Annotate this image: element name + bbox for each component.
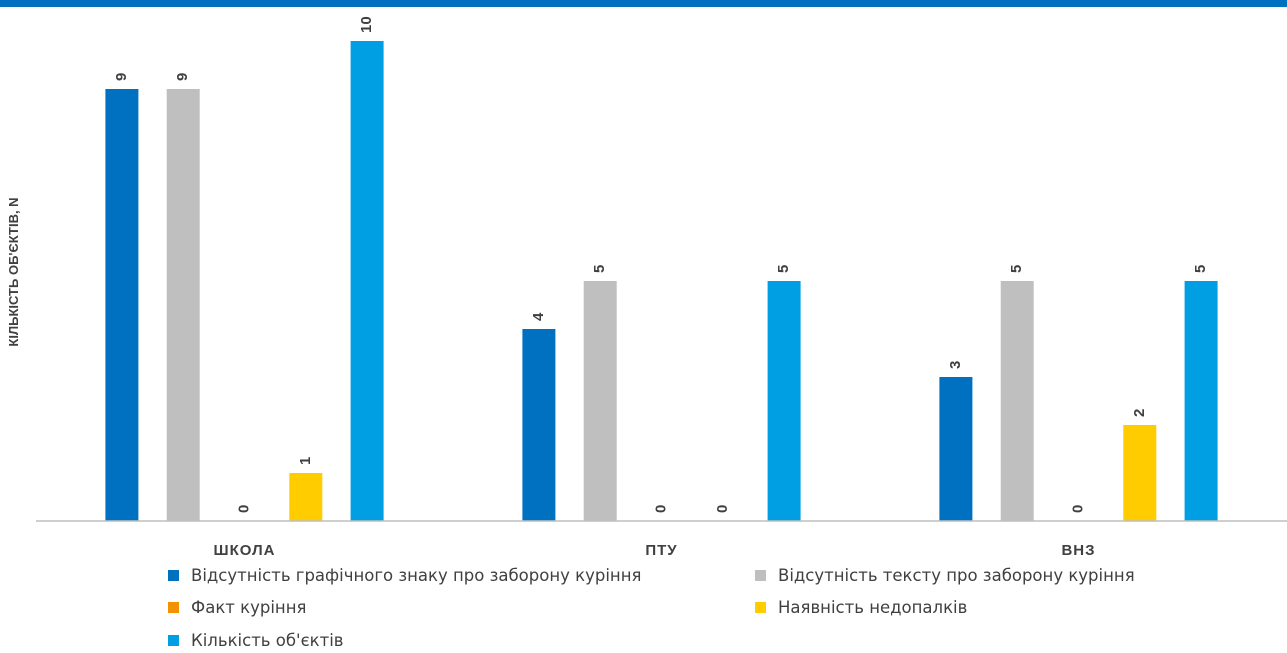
bar [522,329,556,521]
data-label: 5 [1192,265,1209,273]
legend-item: Відсутність тексту про заборону куріння [755,566,1135,585]
bar [583,281,617,521]
data-label: 9 [174,73,191,81]
data-label: 2 [1131,409,1148,417]
data-label: 1 [297,457,314,465]
legend-item: Відсутність графічного знаку про заборон… [168,566,641,585]
category-label: ПТУ [645,542,677,559]
y-axis-title: КІЛЬКІСТЬ ОБ'ЄКТІВ, N [6,197,21,346]
legend-swatch [755,570,766,581]
legend-swatch [168,570,179,581]
legend-label: Відсутність графічного знаку про заборон… [191,566,641,585]
top-banner [0,0,1287,7]
bar [1123,425,1157,521]
bars-group [105,41,1218,521]
data-label: 0 [1069,505,1086,513]
legend-label: Кількість об'єктів [191,631,344,650]
bar [350,41,384,521]
data-label: 10 [358,16,375,33]
bar [166,89,200,521]
legend-swatch [755,602,766,613]
data-label: 3 [947,361,964,369]
bar [1184,281,1218,521]
legend-item: Факт куріння [168,598,306,617]
data-label: 5 [775,265,792,273]
bar [105,89,139,521]
bar [289,473,323,521]
bar [1000,281,1034,521]
legend-label: Факт куріння [191,598,306,617]
legend-item: Кількість об'єктів [168,631,344,650]
data-label: 5 [591,265,608,273]
data-label: 0 [652,505,669,513]
category-labels-group: ШКОЛА ПТУ ВНЗ [214,542,1095,559]
legend-item: Наявність недопалків [755,598,967,617]
legend-label: Відсутність тексту про заборону куріння [778,566,1135,585]
data-label: 4 [530,312,547,321]
legend-label: Наявність недопалків [778,598,967,617]
data-labels-group: 9 9 0 1 10 4 5 0 0 5 3 5 0 2 5 [113,16,1209,513]
legend-swatch [168,602,179,613]
data-label: 0 [714,505,731,513]
data-label: 0 [235,505,252,513]
bar [939,377,973,521]
category-label: ШКОЛА [214,542,276,559]
data-label: 5 [1008,265,1025,273]
legend: Відсутність графічного знаку про заборон… [168,566,1135,650]
bar [767,281,801,521]
legend-swatch [168,635,179,646]
data-label: 9 [113,73,130,81]
category-label: ВНЗ [1061,542,1095,559]
